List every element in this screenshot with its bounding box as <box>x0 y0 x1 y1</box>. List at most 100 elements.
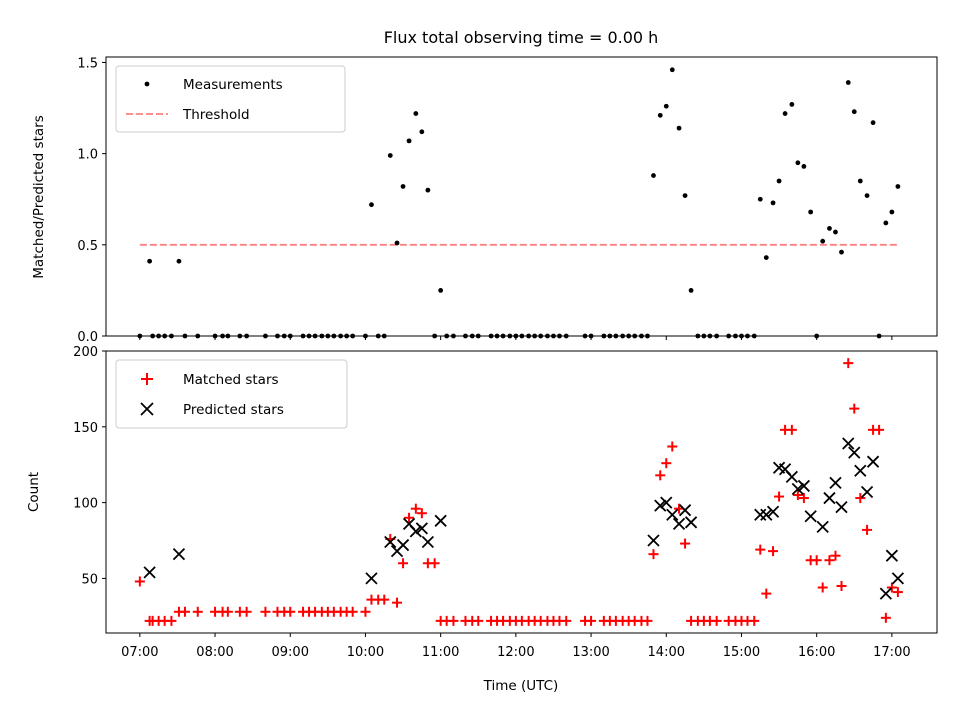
top-axes-frame <box>105 56 938 337</box>
measurement-point <box>400 184 406 189</box>
predicted-star-point <box>754 508 767 521</box>
legend-predicted-marker <box>140 402 154 416</box>
bottom-y-tick-label: 150 <box>73 421 98 436</box>
predicted-star-point <box>879 587 892 600</box>
measurement-point <box>895 184 901 189</box>
measurement-point <box>857 178 863 184</box>
measurement-point <box>889 209 895 215</box>
matched-star-point <box>880 612 891 623</box>
matched-star-point <box>680 538 691 549</box>
top-data-layer <box>137 67 901 339</box>
measurement-point <box>394 240 400 246</box>
measurement-point <box>851 109 857 115</box>
matched-star-point <box>392 597 403 608</box>
predicted-star-point <box>835 501 848 514</box>
bottom-x-tick-label: 15:00 <box>723 645 760 660</box>
bottom-y-tick-label: 50 <box>81 572 98 587</box>
matched-star-point <box>849 403 860 414</box>
bottom-x-tick-label: 07:00 <box>121 645 158 660</box>
top-panel: 0.0 0.5 1.0 1.5 Matched/Predicted stars Mea… <box>31 56 938 345</box>
legend-matched-marker <box>141 373 153 385</box>
matched-star-point <box>874 424 885 435</box>
predicted-star-point <box>842 437 855 450</box>
legend-threshold-label: Threshold <box>182 107 250 123</box>
measurement-point <box>795 160 801 166</box>
matched-star-point <box>473 615 484 626</box>
bottom-x-tick-label: 14:00 <box>648 645 685 660</box>
predicted-star-point <box>816 520 829 534</box>
predicted-star-point <box>172 548 186 561</box>
bottom-x-tick-label: 09:00 <box>272 645 309 660</box>
measurement-point <box>651 173 656 178</box>
bottom-x-tick-label: 16:00 <box>798 645 835 660</box>
top-y-tick-label: 1.0 <box>77 148 98 163</box>
measurement-point <box>438 288 444 293</box>
measurement-point <box>864 193 870 198</box>
matched-star-point <box>404 512 415 523</box>
measurement-point <box>682 193 688 198</box>
measurement-point <box>419 129 425 135</box>
measurement-point <box>176 258 182 264</box>
measurement-point <box>833 229 838 235</box>
top-y-tick-label: 0.0 <box>77 330 98 345</box>
matched-star-point <box>655 470 666 481</box>
predicted-star-point <box>829 476 842 490</box>
bottom-axis-ticks: 50 100 150 200 07:00 08:00 09:00 10:00 11:00 12:0… <box>73 345 910 660</box>
predicted-star-point <box>823 491 836 505</box>
measurement-point <box>763 255 769 260</box>
predicted-star-point <box>760 508 773 521</box>
predicted-star-point <box>409 525 422 538</box>
matched-star-point <box>260 606 271 617</box>
bottom-axes-frame <box>105 350 938 634</box>
matched-star-point <box>379 594 390 605</box>
matched-star-point <box>811 555 822 566</box>
measurement-point <box>839 249 844 255</box>
predicted-star-point <box>797 479 811 493</box>
legend-predicted-label: Predicted stars <box>183 402 284 418</box>
predicted-star-point <box>684 516 698 529</box>
top-y-tick-label: 0.5 <box>77 239 98 254</box>
top-y-tick-label: 1.5 <box>77 56 98 71</box>
matched-star-point <box>416 508 427 519</box>
measurement-point <box>883 220 889 226</box>
measurement-point <box>845 80 851 85</box>
matched-star-point <box>398 558 409 569</box>
matched-star-point <box>222 606 233 617</box>
matched-star-point <box>285 606 296 617</box>
matched-star-point <box>448 615 459 626</box>
matched-star-point <box>843 358 854 369</box>
matched-star-point <box>792 490 803 501</box>
matched-star-point <box>749 615 760 626</box>
matched-star-point <box>179 606 190 617</box>
predicted-star-point <box>854 464 867 477</box>
matched-star-point <box>711 615 722 626</box>
measurement-point <box>676 125 682 131</box>
measurement-point <box>776 178 782 184</box>
predicted-star-point <box>384 535 397 549</box>
matched-star-point <box>886 582 897 593</box>
predicted-star-point <box>647 534 660 547</box>
matched-star-point <box>347 606 358 617</box>
measurement-point <box>369 202 374 208</box>
predicted-star-point <box>891 572 905 585</box>
matched-star-point <box>241 606 252 617</box>
predicted-star-point <box>660 496 673 509</box>
bottom-y-axis-label: Count <box>26 472 42 512</box>
matched-star-point <box>774 491 785 502</box>
measurement-point <box>425 187 431 193</box>
predicted-star-point <box>654 499 667 512</box>
matched-star-point <box>648 549 659 560</box>
measurement-point <box>663 103 669 109</box>
measurement-point <box>770 200 776 206</box>
matched-star-point <box>862 524 873 535</box>
matched-star-point <box>134 576 145 587</box>
matched-star-point <box>586 615 597 626</box>
measurement-point <box>669 67 675 73</box>
matched-star-point <box>561 615 572 626</box>
measurement-point <box>406 138 412 144</box>
matched-star-point <box>836 581 847 591</box>
predicted-star-point <box>866 455 880 468</box>
bottom-legend-box <box>115 359 348 429</box>
matched-star-point <box>360 606 371 617</box>
